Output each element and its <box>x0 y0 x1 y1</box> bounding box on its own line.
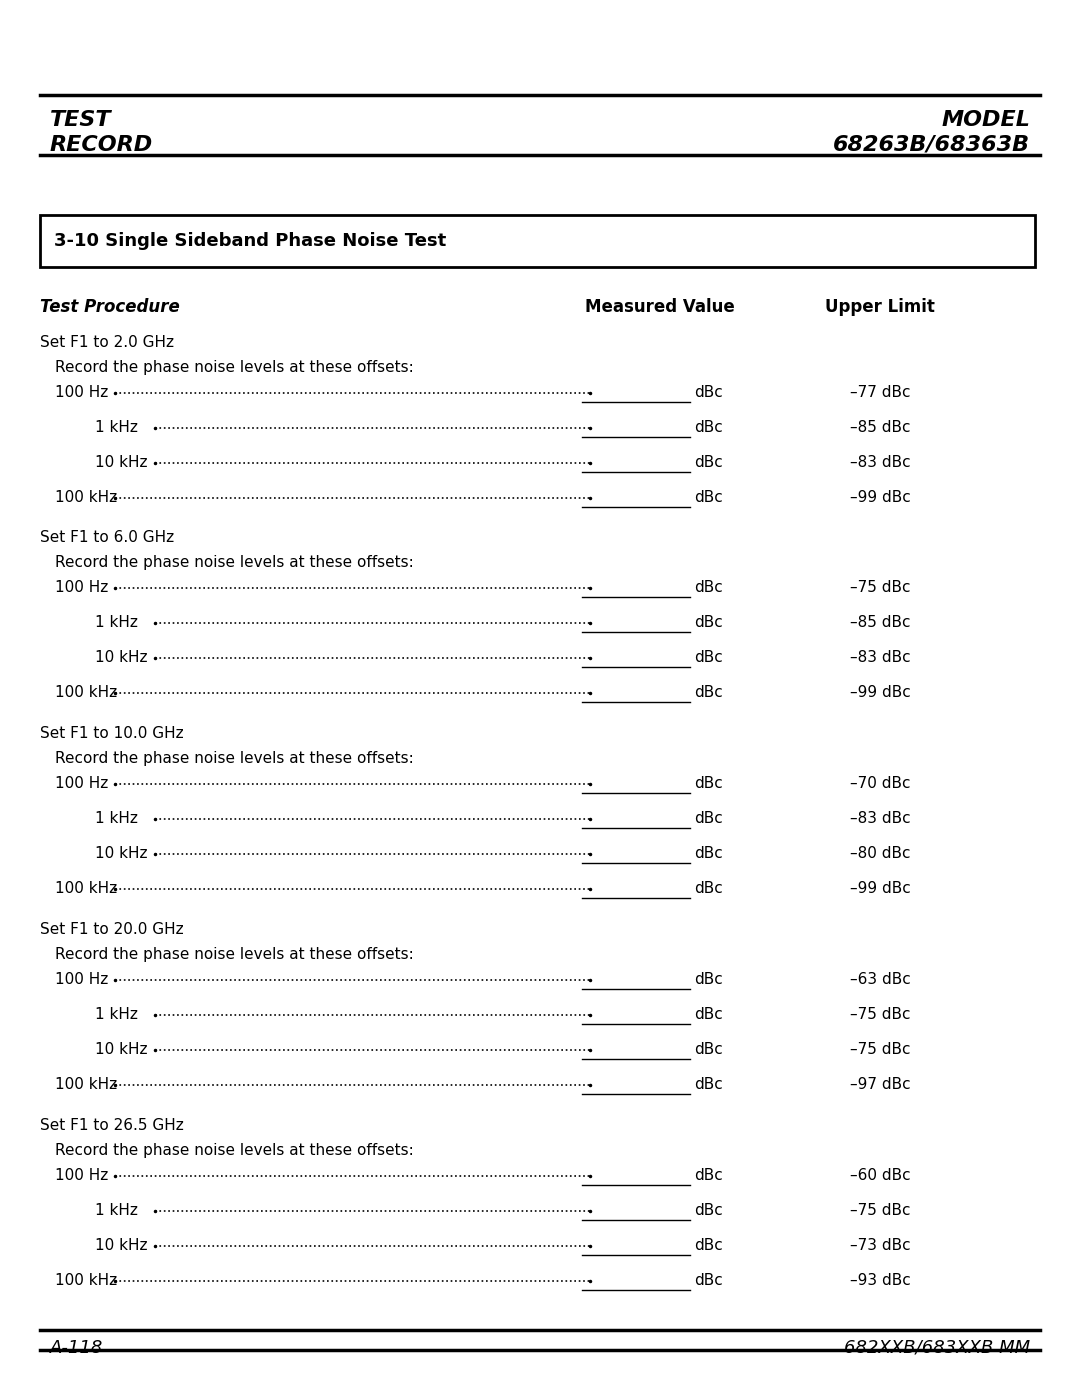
Text: –63 dBc: –63 dBc <box>850 972 910 988</box>
Text: 100 kHz: 100 kHz <box>55 685 117 700</box>
Text: dBc: dBc <box>694 650 723 665</box>
Text: –99 dBc: –99 dBc <box>850 685 910 700</box>
Text: –85 dBc: –85 dBc <box>850 420 910 434</box>
Text: –75 dBc: –75 dBc <box>850 1042 910 1058</box>
Text: 1 kHz: 1 kHz <box>95 1203 138 1218</box>
Text: 100 kHz: 100 kHz <box>55 490 117 504</box>
Text: Set F1 to 10.0 GHz: Set F1 to 10.0 GHz <box>40 726 184 740</box>
Text: –85 dBc: –85 dBc <box>850 615 910 630</box>
Text: 100 Hz: 100 Hz <box>55 386 108 400</box>
Text: –99 dBc: –99 dBc <box>850 490 910 504</box>
Text: dBc: dBc <box>694 490 723 504</box>
Text: Record the phase noise levels at these offsets:: Record the phase noise levels at these o… <box>55 1143 414 1158</box>
Text: dBc: dBc <box>694 1007 723 1023</box>
Text: 10 kHz: 10 kHz <box>95 455 148 469</box>
Text: Record the phase noise levels at these offsets:: Record the phase noise levels at these o… <box>55 947 414 963</box>
Bar <box>40 215 1035 267</box>
Text: dBc: dBc <box>694 1077 723 1092</box>
Text: Set F1 to 6.0 GHz: Set F1 to 6.0 GHz <box>40 529 174 545</box>
Text: –93 dBc: –93 dBc <box>850 1273 910 1288</box>
Text: –70 dBc: –70 dBc <box>850 775 910 791</box>
Text: 1 kHz: 1 kHz <box>95 1007 138 1023</box>
Text: 682XXB/683XXB MM: 682XXB/683XXB MM <box>843 1338 1030 1356</box>
Text: 100 Hz: 100 Hz <box>55 1168 108 1183</box>
Text: Set F1 to 20.0 GHz: Set F1 to 20.0 GHz <box>40 922 184 937</box>
Text: dBc: dBc <box>694 1238 723 1253</box>
Text: –83 dBc: –83 dBc <box>850 650 910 665</box>
Text: dBc: dBc <box>694 685 723 700</box>
Text: –75 dBc: –75 dBc <box>850 1203 910 1218</box>
Text: Measured Value: Measured Value <box>585 298 734 316</box>
Text: 100 kHz: 100 kHz <box>55 1077 117 1092</box>
Text: Set F1 to 26.5 GHz: Set F1 to 26.5 GHz <box>40 1118 184 1133</box>
Text: dBc: dBc <box>694 847 723 861</box>
Text: dBc: dBc <box>694 420 723 434</box>
Text: Record the phase noise levels at these offsets:: Record the phase noise levels at these o… <box>55 360 414 374</box>
Text: Record the phase noise levels at these offsets:: Record the phase noise levels at these o… <box>55 555 414 570</box>
Text: 10 kHz: 10 kHz <box>95 1238 148 1253</box>
Text: dBc: dBc <box>694 615 723 630</box>
Text: dBc: dBc <box>694 455 723 469</box>
Text: dBc: dBc <box>694 1168 723 1183</box>
Text: RECORD: RECORD <box>50 136 153 155</box>
Text: dBc: dBc <box>694 580 723 595</box>
Text: MODEL: MODEL <box>941 110 1030 130</box>
Text: 10 kHz: 10 kHz <box>95 650 148 665</box>
Text: 1 kHz: 1 kHz <box>95 420 138 434</box>
Text: –75 dBc: –75 dBc <box>850 580 910 595</box>
Text: dBc: dBc <box>694 972 723 988</box>
Text: –75 dBc: –75 dBc <box>850 1007 910 1023</box>
Text: dBc: dBc <box>694 775 723 791</box>
Text: 100 kHz: 100 kHz <box>55 882 117 895</box>
Text: 1 kHz: 1 kHz <box>95 812 138 826</box>
Text: Upper Limit: Upper Limit <box>825 298 935 316</box>
Text: A-118: A-118 <box>50 1338 104 1356</box>
Text: –97 dBc: –97 dBc <box>850 1077 910 1092</box>
Text: –60 dBc: –60 dBc <box>850 1168 910 1183</box>
Text: 10 kHz: 10 kHz <box>95 847 148 861</box>
Text: 68263B/68363B: 68263B/68363B <box>833 136 1030 155</box>
Text: –80 dBc: –80 dBc <box>850 847 910 861</box>
Text: –83 dBc: –83 dBc <box>850 812 910 826</box>
Text: 100 kHz: 100 kHz <box>55 1273 117 1288</box>
Text: 100 Hz: 100 Hz <box>55 775 108 791</box>
Text: Set F1 to 2.0 GHz: Set F1 to 2.0 GHz <box>40 335 174 351</box>
Text: –83 dBc: –83 dBc <box>850 455 910 469</box>
Text: dBc: dBc <box>694 1273 723 1288</box>
Text: 1 kHz: 1 kHz <box>95 615 138 630</box>
Text: 3-10 Single Sideband Phase Noise Test: 3-10 Single Sideband Phase Noise Test <box>54 232 446 250</box>
Text: 100 Hz: 100 Hz <box>55 972 108 988</box>
Text: dBc: dBc <box>694 812 723 826</box>
Text: Test Procedure: Test Procedure <box>40 298 179 316</box>
Text: dBc: dBc <box>694 386 723 400</box>
Text: 100 Hz: 100 Hz <box>55 580 108 595</box>
Text: dBc: dBc <box>694 1042 723 1058</box>
Text: Record the phase noise levels at these offsets:: Record the phase noise levels at these o… <box>55 752 414 766</box>
Text: dBc: dBc <box>694 882 723 895</box>
Text: TEST: TEST <box>50 110 111 130</box>
Text: –73 dBc: –73 dBc <box>850 1238 910 1253</box>
Text: –99 dBc: –99 dBc <box>850 882 910 895</box>
Text: dBc: dBc <box>694 1203 723 1218</box>
Text: –77 dBc: –77 dBc <box>850 386 910 400</box>
Text: 10 kHz: 10 kHz <box>95 1042 148 1058</box>
